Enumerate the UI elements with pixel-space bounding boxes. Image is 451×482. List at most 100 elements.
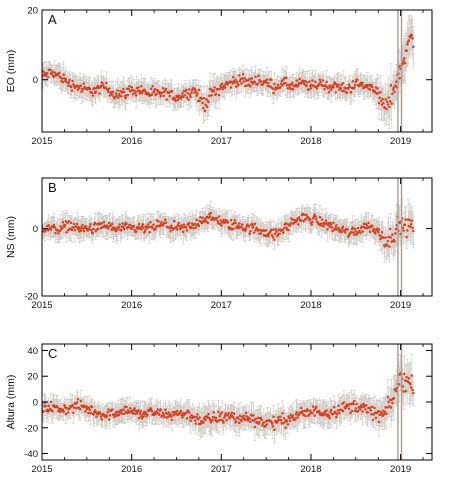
data-point [111,226,115,229]
data-point [182,223,186,226]
data-point [53,71,56,74]
data-point [376,91,380,95]
data-point [234,221,237,225]
data-point [264,81,268,84]
data-point [176,98,180,102]
data-point [376,87,379,90]
data-point [249,84,252,88]
data-point [403,57,406,60]
data-point [401,61,405,65]
data-point [289,87,293,91]
data-point [326,228,329,231]
panel-a: 2015 2016 2017 2018 2019 20 0 EO (mm) A [5,6,433,147]
data-point [305,213,308,217]
data-point [255,227,259,230]
data-point [284,222,287,225]
data-point [264,228,268,232]
data-point [219,219,222,222]
data-point [229,226,232,229]
data-point [387,96,390,99]
data-point [202,106,205,110]
data-point [154,227,157,230]
data-point [153,88,157,91]
data-point [311,79,314,82]
data-point [209,211,213,215]
data-point [207,100,210,104]
data-point [180,224,183,227]
data-point [132,224,136,228]
data-point [181,92,184,95]
data-point [323,87,326,91]
data-point [113,226,117,230]
data-point [330,226,334,229]
data-point [170,89,174,93]
data-point [383,244,387,248]
data-point [325,222,328,225]
data-point [90,91,94,95]
data-point [58,229,62,233]
plot-area [42,344,415,460]
data-point [189,95,192,98]
data-point [78,86,81,90]
data-point [265,78,269,81]
data-point [93,221,97,225]
data-point [329,88,333,92]
data-point [66,84,70,87]
data-point [59,225,62,228]
data-point [256,82,260,85]
data-point [68,78,71,82]
data-point [50,72,53,76]
data-point [291,81,294,85]
data-point [213,86,216,89]
data-point [75,222,79,226]
data-point [98,92,101,95]
data-point [211,216,215,219]
data-point [195,218,198,222]
data-point [288,224,292,227]
data-point [127,87,130,91]
data-point [172,219,176,223]
data-point [116,96,120,99]
data-point [370,225,374,228]
data-point [385,244,389,247]
data-point [139,90,142,93]
data-point [89,222,92,226]
data-point [100,222,104,225]
data-point [390,102,393,105]
data-point [201,216,204,220]
data-point [405,235,408,239]
data-point [356,226,360,230]
data-point [387,235,390,239]
data-point [49,228,53,231]
data-point [243,229,247,232]
data-point [72,222,76,226]
data-point [240,223,244,226]
plot-frame [41,9,433,133]
data-point [351,80,355,83]
data-point [333,81,337,84]
data-point [80,90,83,93]
data-point [210,94,213,97]
data-point [105,81,108,85]
data-point [156,89,160,92]
data-point [63,223,67,227]
data-point [411,226,414,230]
data-point [341,81,345,85]
data-point [90,228,93,232]
data-point [234,78,237,82]
data-point [130,227,133,231]
data-point [279,82,283,85]
data-point [389,84,393,87]
data-point [175,228,179,231]
data-point [157,220,160,223]
data-point [289,222,293,225]
data-point [110,222,114,226]
data-point [257,74,260,77]
data-point [340,83,343,86]
data-point [314,80,317,84]
data-point [409,222,413,226]
data-point [107,221,111,225]
data-point [122,225,125,229]
data-point [91,94,95,97]
